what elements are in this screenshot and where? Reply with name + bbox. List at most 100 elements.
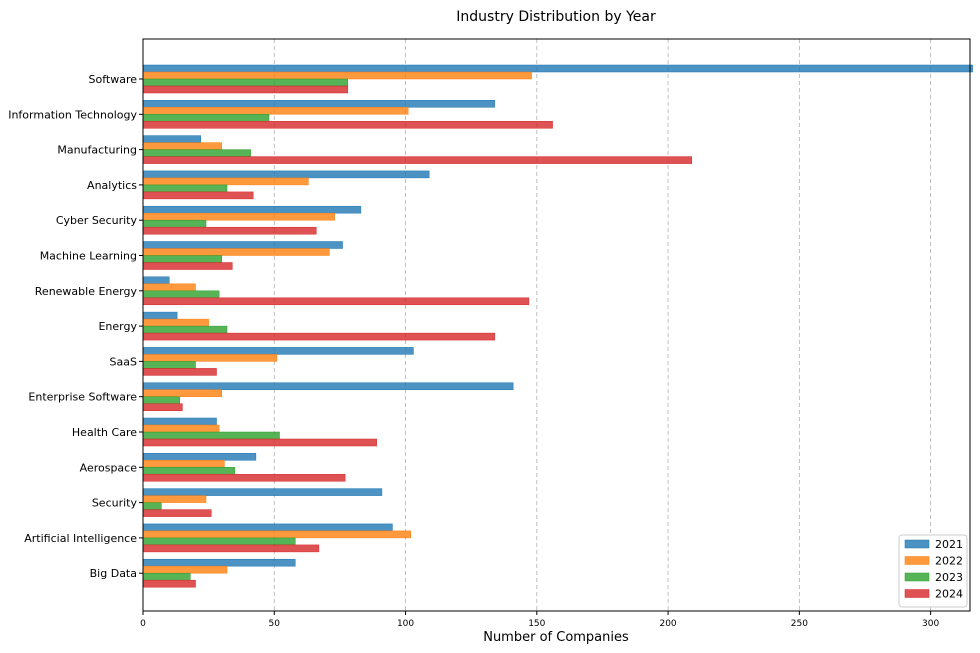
legend-label-2023: 2023 [935,571,963,584]
legend-swatch-2024 [904,589,930,598]
bar-2023-enterprise-software [142,396,181,404]
y-tick-label: Manufacturing [57,144,137,157]
bar-2022-information-technology [142,107,409,115]
bar-2023-analytics [142,184,228,193]
bar-2021-saas [142,347,414,355]
bar-2024-analytics [142,191,254,200]
bar-2021-aerospace [142,453,257,461]
bar-2023-security [142,502,162,510]
bar-2021-energy [142,311,178,320]
bar-2022-machine-learning [142,248,330,256]
bar-2021-enterprise-software [142,382,514,390]
y-tick-label: Machine Learning [40,250,137,263]
grid-lines [273,39,932,611]
legend-label-2022: 2022 [935,555,963,568]
y-tick-label: Big Data [90,567,137,580]
bar-2024-cyber-security [142,226,317,235]
bar-2021-artificial-intelligence [142,523,393,532]
x-axis-ticks: 0 50 100 150 200 250 300 [140,611,939,629]
legend-box [898,534,968,608]
bar-2024-enterprise-software [142,403,183,411]
bar-2024-renewable-energy [142,297,530,306]
bar-2022-enterprise-software [142,389,223,397]
y-tick-label: Aerospace [80,461,138,474]
y-tick-label: Analytics [87,179,137,192]
x-tick-label: 250 [791,619,808,629]
y-tick-label: Software [89,73,138,86]
x-tick-label: 200 [659,619,676,629]
bar-2023-machine-learning [142,255,223,263]
bar-2023-big-data [142,572,191,581]
bar-2022-analytics [142,177,309,186]
y-tick-label: Enterprise Software [28,391,137,404]
x-tick-label: 150 [528,619,545,629]
bar-2022-big-data [142,565,228,574]
bar-2021-information-technology [142,100,496,108]
bar-2024-energy [142,332,496,341]
bar-2024-information-technology [142,121,553,129]
bar-2021-renewable-energy [142,276,170,285]
x-tick-label: 100 [397,619,414,629]
bar-2022-software [142,71,532,80]
y-tick-label: Artificial Intelligence [24,532,137,545]
bar-2023-saas [142,361,196,369]
y-tick-label: Health Care [72,426,137,439]
bar-2022-aerospace [142,460,225,468]
bar-2022-renewable-energy [142,283,196,292]
bar-2022-artificial-intelligence [142,530,412,539]
legend-swatch-2023 [904,572,930,582]
bar-2024-security [142,509,212,517]
bar-2023-renewable-energy [142,290,220,299]
bar-2023-energy [142,325,228,334]
bar-2024-saas [142,368,217,376]
bar-2021-health-care [142,417,217,426]
bar-2024-manufacturing [142,156,692,164]
bar-2024-big-data [142,579,196,588]
y-tick-label: Energy [98,320,137,333]
y-tick-label: Security [92,497,138,510]
bar-2021-cyber-security [142,205,362,214]
plot-area-frame [142,38,971,612]
y-tick-label: Cyber Security [56,214,138,227]
x-axis-title: Number of Companies [483,630,629,645]
bar-2023-artificial-intelligence [142,537,296,546]
bar-2021-software [142,64,973,73]
bar-2022-energy [142,318,209,327]
bar-2024-machine-learning [142,262,233,270]
chart-title: Industry Distribution by Year [456,9,656,25]
y-axis-ticks: Software Information Technology Manufactur… [8,73,143,580]
bar-2022-manufacturing [142,142,223,150]
y-tick-label: Information Technology [8,108,137,121]
bar-2024-aerospace [142,474,346,482]
bar-2022-security [142,495,207,503]
legend-label-2024: 2024 [935,588,963,601]
bar-2021-manufacturing [142,135,202,143]
bar-2022-cyber-security [142,212,335,221]
legend-label-2021: 2021 [935,538,963,551]
x-tick-label: 0 [140,619,146,629]
bar-2023-manufacturing [142,149,251,157]
bar-2021-machine-learning [142,241,343,249]
bar-2023-health-care [142,431,280,440]
bar-2023-aerospace [142,467,236,475]
bar-2024-software [142,85,349,94]
bar-2021-analytics [142,170,430,179]
y-tick-label: SaaS [110,355,137,368]
bar-2024-artificial-intelligence [142,544,320,553]
bar-2024-health-care [142,438,377,447]
legend-swatch-2021 [904,539,930,549]
bar-2023-cyber-security [142,219,207,228]
x-tick-label: 300 [922,619,939,629]
bar-2022-saas [142,354,278,362]
y-tick-label: Renewable Energy [35,285,138,298]
bar-2022-health-care [142,424,220,433]
bar-2023-software [142,78,349,87]
legend: 2021 2022 2023 2024 [898,534,968,608]
bar-2023-information-technology [142,114,270,122]
bar-2021-big-data [142,558,296,567]
bar-2021-security [142,488,383,496]
bars [142,64,973,588]
x-tick-label: 50 [269,619,281,629]
legend-swatch-2022 [904,556,930,565]
